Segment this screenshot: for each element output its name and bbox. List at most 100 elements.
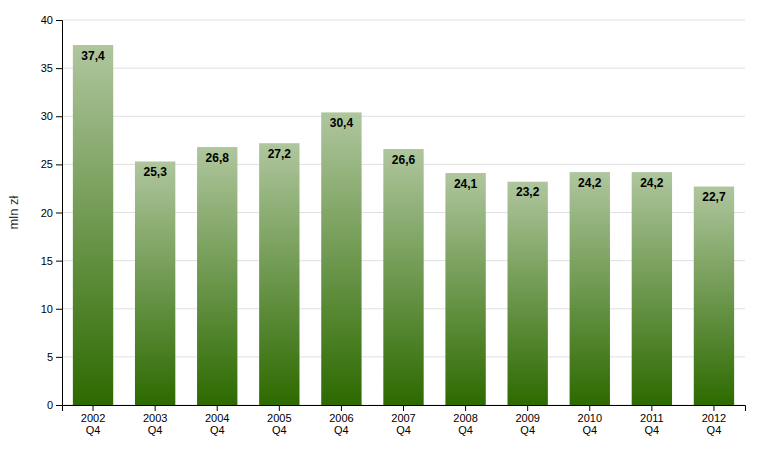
x-tick-label: 2008Q4 — [453, 412, 477, 437]
data-label: 26,6 — [392, 153, 416, 167]
x-tick: 2006Q4 — [329, 405, 353, 436]
x-axis: 2002Q42003Q42004Q42005Q42006Q42007Q42008… — [63, 405, 746, 436]
y-axis-title: mln zł — [6, 195, 21, 229]
data-label: 37,4 — [81, 49, 105, 63]
bar — [694, 187, 734, 405]
y-tick-label: 25 — [41, 158, 53, 170]
x-tick-label-line: 2005 — [267, 412, 291, 424]
y-tick: 25 — [41, 158, 62, 170]
grid-line — [62, 20, 745, 21]
x-tick-label: 2002Q4 — [81, 412, 105, 437]
y-tick: 20 — [41, 207, 62, 219]
bars — [73, 45, 734, 405]
x-tick-label-line: 2008 — [453, 412, 477, 424]
x-tick: 2005Q4 — [267, 405, 291, 436]
x-tick-label-line: Q4 — [645, 424, 660, 436]
x-tick-mark — [341, 405, 342, 411]
y-tick-mark — [56, 213, 62, 214]
x-tick-label: 2011Q4 — [640, 412, 664, 437]
x-tick-mark — [279, 405, 280, 411]
x-tick-label: 2005Q4 — [267, 412, 291, 437]
x-tick-label-line: 2010 — [578, 412, 602, 424]
x-tick-label-line: Q4 — [334, 424, 349, 436]
bar — [445, 173, 485, 405]
y-tick-mark — [56, 261, 62, 262]
data-label: 27,2 — [268, 147, 292, 161]
x-tick-label: 2012Q4 — [702, 412, 726, 437]
x-tick-mark — [465, 405, 466, 411]
x-tick-label: 2009Q4 — [515, 412, 539, 437]
x-tick: 2011Q4 — [640, 405, 664, 436]
data-label: 23,2 — [516, 185, 540, 199]
y-tick-label: 15 — [41, 255, 53, 267]
y-tick-label: 5 — [47, 351, 53, 363]
y-tick-mark — [56, 309, 62, 310]
chart: 2002Q42003Q42004Q42005Q42006Q42007Q42008… — [0, 0, 765, 457]
y-tick: 35 — [41, 62, 62, 74]
x-tick-label-line: 2006 — [329, 412, 353, 424]
x-tick-mark — [403, 405, 404, 411]
y-tick: 5 — [47, 351, 62, 363]
x-tick: 2003Q4 — [143, 405, 167, 436]
x-tick-label-line: 2003 — [143, 412, 167, 424]
y-tick-label: 35 — [41, 62, 53, 74]
x-tick-label-line: Q4 — [148, 424, 163, 436]
x-tick-label: 2003Q4 — [143, 412, 167, 437]
bar — [321, 112, 361, 405]
y-tick-mark — [56, 164, 62, 165]
x-tick: 2008Q4 — [453, 405, 477, 436]
x-tick: 2007Q4 — [391, 405, 415, 436]
x-tick-mark — [713, 405, 714, 411]
y-tick-mark — [56, 116, 62, 117]
x-tick-mark — [155, 405, 156, 411]
y-tick: 10 — [41, 303, 62, 315]
x-tick-label-line: 2012 — [702, 412, 726, 424]
y-axis: 0 5 10 15 20 25 30 35 40 — [41, 14, 63, 411]
y-tick-label: 0 — [47, 399, 53, 411]
x-tick: 2004Q4 — [205, 405, 229, 436]
data-label: 22,7 — [702, 190, 726, 204]
x-tick-label-line: Q4 — [707, 424, 722, 436]
x-tick-label-line: 2009 — [515, 412, 539, 424]
y-axis-line — [56, 21, 63, 406]
data-label: 26,8 — [206, 151, 230, 165]
x-tick-label-line: 2002 — [81, 412, 105, 424]
data-label: 30,4 — [330, 116, 354, 130]
y-tick: 15 — [41, 255, 62, 267]
bar — [73, 45, 113, 405]
x-tick-label-line: 2011 — [640, 412, 664, 424]
y-tick-mark — [56, 68, 62, 69]
grid-line — [62, 116, 745, 117]
data-label: 24,2 — [640, 176, 664, 190]
y-tick-label: 30 — [41, 110, 53, 122]
x-tick-label: 2007Q4 — [391, 412, 415, 437]
data-labels: 37,4 25,3 26,8 27,2 30,4 26,6 24,1 23,2 24,2 24,2… — [81, 49, 726, 204]
data-label: 24,2 — [578, 176, 602, 190]
x-tick-label: 2010Q4 — [578, 412, 602, 437]
bar — [508, 182, 548, 405]
y-tick-label: 20 — [41, 207, 53, 219]
y-tick-label: 40 — [41, 14, 53, 26]
y-tick-mark — [56, 405, 62, 406]
x-tick-mark — [651, 405, 652, 411]
x-tick: 2010Q4 — [578, 405, 602, 436]
x-tick-label-line: Q4 — [272, 424, 287, 436]
x-tick: 2009Q4 — [515, 405, 539, 436]
data-label: 25,3 — [143, 165, 167, 179]
x-tick-label-line: Q4 — [458, 424, 473, 436]
y-tick: 40 — [41, 14, 62, 26]
y-tick: 0 — [47, 399, 62, 411]
data-label: 24,1 — [454, 177, 478, 191]
y-tick-mark — [56, 20, 62, 21]
y-tick: 30 — [41, 110, 62, 122]
grid — [62, 20, 745, 405]
bar — [383, 149, 423, 405]
grid-line — [62, 68, 745, 69]
x-tick-label-line: Q4 — [520, 424, 535, 436]
x-tick-label-line: Q4 — [582, 424, 597, 436]
bar — [570, 172, 610, 405]
x-tick-mark — [217, 405, 218, 411]
x-tick: 2002Q4 — [81, 405, 105, 436]
x-tick-label-line: Q4 — [210, 424, 225, 436]
bar — [259, 143, 299, 405]
